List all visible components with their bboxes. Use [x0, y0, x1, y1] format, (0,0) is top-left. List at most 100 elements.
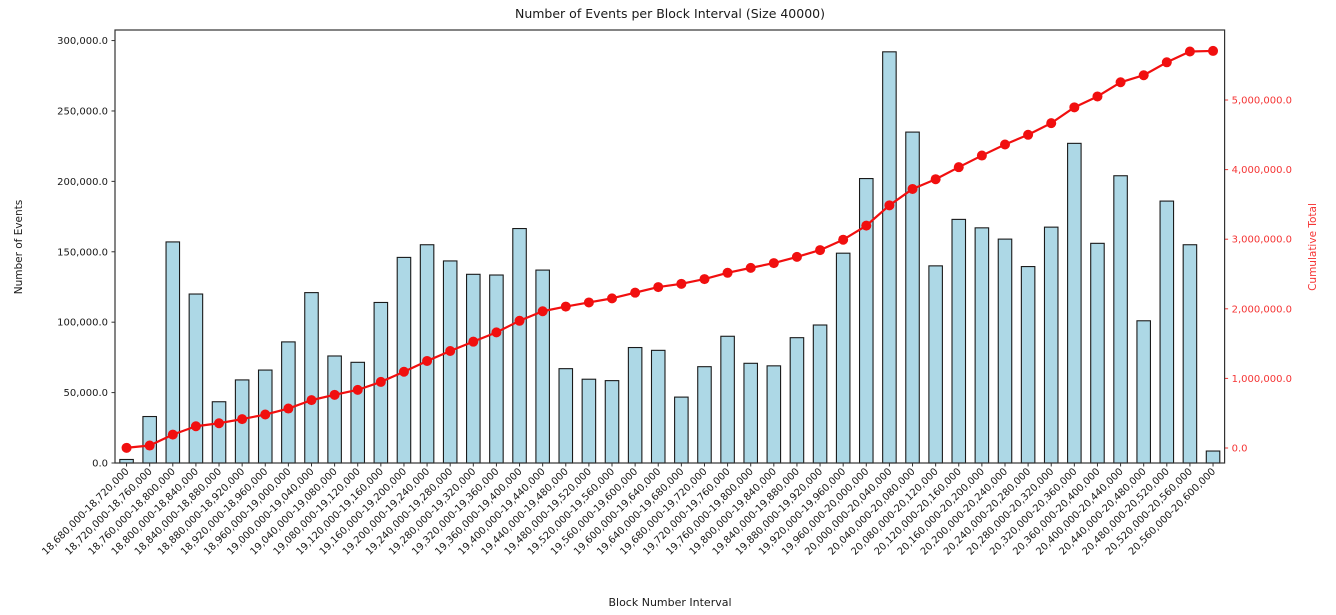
bar-47 [1205, 450, 1221, 464]
bar-44 [1136, 320, 1151, 464]
bar-3 [188, 293, 204, 464]
bar-29 [789, 337, 805, 464]
bar-4 [211, 401, 227, 464]
cumulative-point-38 [999, 139, 1010, 150]
y-tick-label-left: 0.0 [92, 459, 108, 470]
plot-border [114, 29, 1226, 464]
y-axis-title-left: Number of Events [13, 200, 25, 295]
cumulative-point-9 [329, 389, 340, 400]
cumulative-point-37 [976, 150, 987, 161]
bar-13 [419, 244, 435, 464]
bar-1 [142, 415, 157, 464]
cumulative-point-35 [930, 174, 941, 185]
cumulative-point-16 [491, 327, 502, 338]
bar-22 [627, 346, 643, 464]
bar-33 [882, 51, 897, 464]
cumulative-point-23 [653, 282, 664, 293]
cumulative-point-11 [375, 376, 386, 387]
cumulative-point-42 [1092, 91, 1103, 102]
bar-37 [974, 227, 990, 464]
cumulative-point-25 [699, 274, 710, 285]
cumulative-point-32 [861, 220, 872, 231]
cumulative-point-30 [815, 245, 826, 256]
cumulative-point-0 [121, 442, 132, 453]
bar-25 [697, 366, 712, 464]
y-tick-label-left: 200,000.0 [57, 177, 108, 188]
bar-30 [812, 324, 828, 464]
bar-8 [304, 292, 319, 464]
bar-34 [905, 131, 920, 464]
bar-31 [835, 252, 851, 464]
cumulative-point-12 [398, 366, 409, 377]
cumulative-point-43 [1115, 77, 1126, 88]
cumulative-point-18 [537, 306, 548, 317]
bar-35 [928, 265, 943, 464]
bar-7 [281, 341, 296, 464]
y-tick-label-right: 3,000,000.0 [1232, 235, 1292, 246]
plot-area: 0.0 50,000.0 100,000.0 150,000.0 200,000.0 25… [40, 29, 1292, 558]
y-tick-label-right: 1,000,000.0 [1232, 374, 1292, 385]
bar-26 [720, 335, 735, 464]
y-tick-label-left: 250,000.0 [57, 106, 108, 117]
cumulative-point-40 [1046, 118, 1057, 129]
cumulative-point-24 [676, 278, 687, 289]
bar-23 [650, 349, 666, 464]
cumulative-point-8 [306, 395, 317, 406]
bar-39 [1020, 266, 1036, 464]
y-axis-title-right: Cumulative Total [1307, 203, 1319, 291]
cumulative-point-28 [768, 258, 779, 269]
bar-24 [674, 396, 689, 464]
bar-27 [743, 362, 759, 464]
cumulative-point-27 [745, 262, 756, 273]
cumulative-point-15 [468, 336, 479, 347]
cumulative-point-5 [237, 414, 248, 425]
bar-20 [581, 378, 597, 464]
cumulative-point-47 [1208, 45, 1219, 56]
cumulative-point-1 [144, 440, 155, 451]
bar-14 [442, 260, 458, 464]
bar-16 [489, 274, 504, 464]
cumulative-point-6 [260, 409, 271, 420]
bar-21 [604, 380, 620, 464]
bar-17 [512, 227, 527, 464]
y-tick-label-left: 300,000.0 [57, 36, 108, 47]
cumulative-point-33 [884, 200, 895, 211]
bar-40 [1043, 226, 1059, 464]
bar-46 [1182, 244, 1198, 464]
cumulative-point-2 [167, 429, 178, 440]
cumulative-point-41 [1069, 102, 1080, 113]
cumulative-point-4 [214, 418, 225, 429]
cumulative-point-13 [422, 355, 433, 366]
x-axis-title: Block Number Interval [608, 596, 731, 609]
bar-43 [1113, 175, 1128, 464]
y-tick-label-right: 5,000,000.0 [1232, 96, 1292, 107]
bar-45 [1159, 200, 1175, 464]
cumulative-point-31 [838, 234, 849, 245]
y-tick-label-right: 2,000,000.0 [1232, 304, 1292, 315]
cumulative-point-39 [1023, 129, 1034, 140]
cumulative-point-46 [1184, 46, 1195, 57]
cumulative-point-22 [630, 287, 641, 298]
bar-12 [396, 256, 412, 464]
y-tick-label-left: 50,000.0 [63, 388, 108, 399]
bar-41 [1067, 142, 1082, 464]
bar-36 [951, 218, 967, 464]
bar-42 [1090, 242, 1105, 464]
cumulative-point-20 [583, 297, 594, 308]
cumulative-point-44 [1138, 70, 1149, 81]
cumulative-point-10 [352, 384, 363, 395]
cumulative-point-34 [907, 183, 918, 194]
cumulative-point-3 [190, 421, 201, 432]
cumulative-point-21 [607, 293, 618, 304]
bar-18 [535, 269, 550, 464]
chart-title: Number of Events per Block Interval (Siz… [515, 6, 825, 21]
cumulative-point-19 [560, 301, 571, 312]
y-tick-label-right: 4,000,000.0 [1232, 165, 1292, 176]
cumulative-point-29 [791, 251, 802, 262]
bar-28 [766, 365, 782, 464]
bar-15 [466, 273, 481, 464]
bar-38 [997, 238, 1013, 464]
bar-9 [327, 355, 342, 464]
